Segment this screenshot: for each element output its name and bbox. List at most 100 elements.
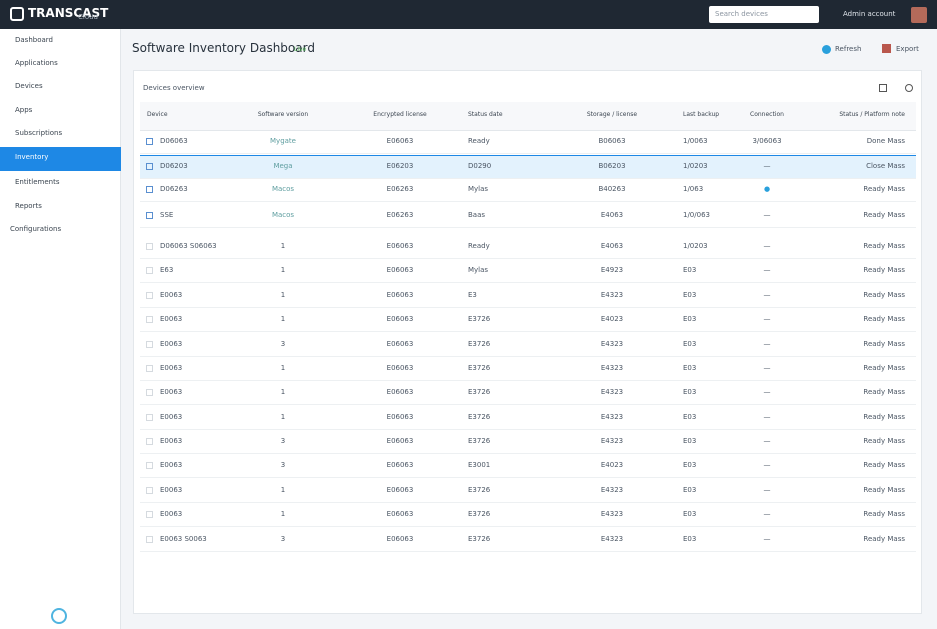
table-cell: — — [763, 315, 771, 323]
table-cell: E4323 — [600, 364, 624, 372]
table-row[interactable] — [140, 357, 916, 381]
nav-item[interactable]: Inventory — [15, 153, 49, 161]
table-cell: E4063 — [600, 242, 624, 250]
table-row[interactable] — [140, 381, 916, 405]
row-checkbox[interactable] — [146, 163, 153, 170]
table-cell: E06063 — [386, 461, 414, 469]
table-cell: E0063 — [160, 340, 183, 348]
row-checkbox[interactable] — [146, 316, 153, 323]
row-checkbox[interactable] — [146, 186, 153, 193]
table-cell: E06063 — [386, 364, 414, 372]
row-checkbox[interactable] — [146, 212, 153, 219]
table-row[interactable] — [140, 235, 916, 259]
user-name[interactable]: Admin account — [843, 10, 896, 18]
nav-item[interactable]: Applications — [15, 59, 58, 67]
table-row[interactable] — [140, 406, 916, 430]
table-cell: Ready Mass — [863, 486, 905, 494]
table-cell: Ready Mass — [863, 413, 905, 421]
row-checkbox[interactable] — [146, 341, 153, 348]
table-cell: E06263 — [386, 185, 414, 193]
refresh-button[interactable]: Refresh — [835, 45, 862, 53]
column-header[interactable]: Status date — [468, 111, 503, 118]
table-row[interactable] — [140, 204, 916, 228]
avatar[interactable] — [911, 7, 927, 23]
table-row[interactable] — [140, 333, 916, 357]
table-cell: — — [763, 291, 771, 299]
row-checkbox[interactable] — [146, 414, 153, 421]
table-row[interactable] — [140, 259, 916, 283]
table-row[interactable] — [140, 454, 916, 478]
export-icon[interactable] — [882, 44, 891, 53]
table-cell: E3726 — [468, 340, 491, 348]
table-cell: 3 — [280, 535, 286, 543]
nav-item[interactable]: Configurations — [10, 225, 62, 233]
search-box[interactable]: Search devices — [709, 6, 819, 23]
table-row[interactable] — [140, 308, 916, 332]
table-cell: Ready Mass — [863, 510, 905, 518]
nav-item[interactable]: Apps — [15, 106, 33, 114]
help-icon[interactable] — [51, 608, 67, 624]
nav-item[interactable]: Devices — [15, 82, 43, 90]
logo: TRANSCAST — [28, 6, 109, 20]
table-cell: E3001 — [468, 461, 491, 469]
table-cell: 1 — [280, 413, 286, 421]
table-cell: E0063 — [160, 486, 183, 494]
row-checkbox[interactable] — [146, 365, 153, 372]
row-checkbox[interactable] — [146, 243, 153, 250]
nav-item[interactable]: Reports — [15, 202, 42, 210]
export-button[interactable]: Export — [896, 45, 919, 53]
table-cell: E4323 — [600, 486, 624, 494]
column-header[interactable]: Encrypted license — [373, 111, 427, 118]
table-cell: Ready Mass — [863, 388, 905, 396]
table-cell: Ready Mass — [863, 535, 905, 543]
table-cell: Ready Mass — [863, 266, 905, 274]
nav-item[interactable]: Dashboard — [15, 36, 53, 44]
table-cell: D06063 S06063 — [160, 242, 217, 250]
nav-item[interactable]: Entitlements — [15, 178, 60, 186]
table-cell: E06263 — [386, 211, 414, 219]
column-header[interactable]: Connection — [750, 111, 784, 118]
table-row[interactable] — [140, 130, 916, 154]
row-checkbox[interactable] — [146, 511, 153, 518]
table-cell: Ready Mass — [863, 291, 905, 299]
row-checkbox[interactable] — [146, 138, 153, 145]
table-cell: E63 — [160, 266, 174, 274]
column-header[interactable]: Storage / license — [586, 111, 638, 118]
table-row[interactable] — [140, 430, 916, 454]
refresh-icon[interactable] — [822, 45, 831, 54]
nav-item[interactable]: Subscriptions — [15, 129, 63, 137]
table-cell: Mygate — [270, 137, 296, 145]
column-header[interactable]: Software version — [257, 111, 309, 118]
table-row[interactable] — [140, 284, 916, 308]
table-cell: — — [763, 266, 771, 274]
table-row[interactable] — [140, 178, 916, 202]
table-row[interactable] — [140, 528, 916, 552]
row-checkbox[interactable] — [146, 438, 153, 445]
column-header[interactable]: Last backup — [683, 111, 720, 118]
row-checkbox[interactable] — [146, 389, 153, 396]
table-cell: E0063 — [160, 437, 183, 445]
column-header[interactable]: Status / Platform note — [839, 111, 905, 118]
row-checkbox[interactable] — [146, 267, 153, 274]
table-cell: E0063 S0063 — [160, 535, 207, 543]
selected-row[interactable] — [140, 155, 916, 179]
table-cell: — — [763, 162, 771, 170]
table-cell: — — [763, 364, 771, 372]
table-row[interactable] — [140, 479, 916, 503]
table-cell: Mylas — [468, 185, 489, 193]
table-cell: E06063 — [386, 510, 414, 518]
table-cell: E3726 — [468, 315, 491, 323]
column-header[interactable]: Device — [147, 111, 168, 118]
row-checkbox[interactable] — [146, 292, 153, 299]
settings-icon[interactable] — [905, 84, 913, 92]
table-row[interactable] — [140, 503, 916, 527]
table-cell: E03 — [683, 340, 697, 348]
page-title: Software Inventory Dashboard — [132, 41, 315, 55]
table-cell: — — [763, 535, 771, 543]
row-checkbox[interactable] — [146, 462, 153, 469]
row-checkbox[interactable] — [146, 487, 153, 494]
logo-sub: Cloud — [78, 13, 98, 21]
row-checkbox[interactable] — [146, 536, 153, 543]
grid-icon[interactable] — [879, 84, 887, 92]
table-cell: E03 — [683, 437, 697, 445]
